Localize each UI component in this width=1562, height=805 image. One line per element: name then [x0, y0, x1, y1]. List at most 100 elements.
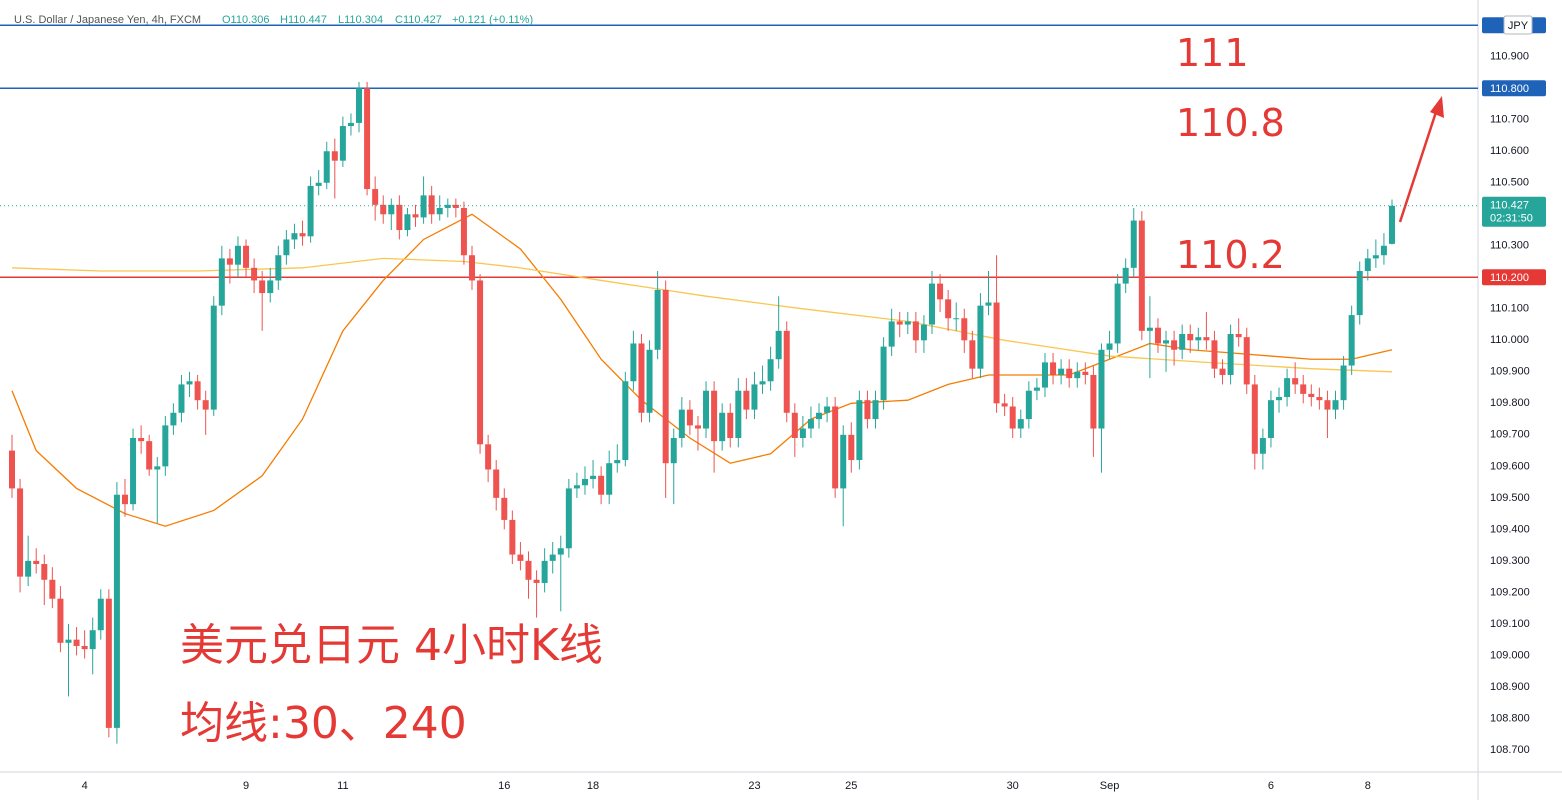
- candle-body: [331, 151, 338, 161]
- candle-body: [654, 289, 661, 350]
- x-tick-label: 8: [1365, 780, 1371, 792]
- y-tick-label: 109.400: [1490, 523, 1530, 535]
- candle-body: [436, 207, 443, 215]
- candle-body: [751, 384, 758, 410]
- ohlc-high: H110.447: [280, 14, 327, 26]
- candle-body: [339, 126, 346, 161]
- candle-body: [969, 340, 976, 369]
- candle-body: [420, 195, 427, 218]
- price-line-label: 110.200: [1490, 272, 1529, 284]
- candle-body: [719, 412, 726, 442]
- candle-body: [444, 204, 451, 208]
- candle-body: [1284, 378, 1291, 398]
- candle-body: [146, 441, 153, 470]
- candle-body: [1292, 378, 1299, 385]
- candle-body: [452, 204, 459, 208]
- ohlc-open: O110.306: [222, 14, 270, 26]
- candle-body: [210, 305, 217, 410]
- candle-body: [202, 400, 209, 410]
- x-tick-label: 6: [1268, 780, 1274, 792]
- candle-body: [573, 485, 580, 489]
- candle-body: [864, 400, 871, 420]
- candle-body: [1211, 340, 1218, 369]
- candle-body: [557, 548, 564, 555]
- candle-body: [493, 469, 500, 498]
- moving-average: [11, 257, 1393, 373]
- x-tick-label: 23: [748, 780, 760, 792]
- candle-body: [945, 299, 952, 319]
- candle-body: [646, 349, 653, 413]
- x-tick-label: 18: [587, 780, 599, 792]
- x-tick-label: 4: [82, 780, 88, 792]
- candle-body: [832, 406, 839, 489]
- y-tick-label: 108.700: [1490, 744, 1530, 756]
- candle-body: [622, 381, 629, 461]
- y-tick-label: 109.500: [1490, 492, 1530, 504]
- price-line-tag: [1482, 269, 1546, 286]
- candle-body: [501, 497, 508, 520]
- candle-body: [130, 437, 137, 505]
- candle-body: [113, 494, 120, 728]
- candle-body: [1203, 337, 1210, 341]
- x-tick-label: 30: [1007, 780, 1019, 792]
- candle-body: [65, 639, 72, 643]
- candle-body: [703, 390, 710, 429]
- candle-body: [743, 390, 750, 410]
- candle-body: [759, 381, 766, 385]
- candle-body: [315, 182, 322, 186]
- y-tick-label: 108.800: [1490, 712, 1530, 724]
- arrow: [1398, 111, 1438, 223]
- candle-body: [105, 598, 112, 728]
- candle-body: [509, 519, 516, 555]
- candle-body: [178, 384, 185, 413]
- y-tick-label: 110.300: [1490, 240, 1529, 252]
- candle-body: [1033, 387, 1040, 391]
- candle-body: [614, 460, 621, 464]
- candle-body: [1090, 374, 1097, 429]
- candle-body: [872, 400, 879, 420]
- candle-body: [485, 444, 492, 470]
- candle-body: [533, 579, 540, 583]
- y-tick-label: 109.300: [1490, 555, 1530, 567]
- candle-body: [404, 214, 411, 231]
- y-tick-label: 109.800: [1490, 397, 1530, 409]
- currency-badge: JPY: [1503, 15, 1533, 35]
- candle-body: [275, 255, 282, 281]
- candle-body: [807, 419, 814, 429]
- candle-body: [630, 343, 637, 382]
- candle-body: [686, 409, 693, 426]
- candle-body: [154, 466, 161, 470]
- candle-body: [1340, 365, 1347, 401]
- candle-body: [735, 390, 742, 438]
- candle-body: [57, 598, 64, 643]
- x-tick-label: 9: [243, 780, 249, 792]
- y-tick-label: 110.700: [1490, 114, 1529, 126]
- last-price-label: 110.427: [1490, 200, 1529, 212]
- candle-body: [840, 434, 847, 489]
- candle-body: [824, 406, 831, 413]
- candle-body: [541, 560, 548, 583]
- candle-body: [81, 645, 88, 650]
- candle-body: [9, 450, 15, 489]
- moving-average: [11, 213, 1393, 527]
- candle-body: [929, 283, 935, 325]
- candle-body: [1163, 340, 1170, 344]
- candle-body: [396, 204, 403, 231]
- y-tick-label: 109.000: [1490, 649, 1530, 661]
- candle-body: [590, 475, 597, 479]
- candle-body: [1243, 337, 1250, 385]
- y-tick-label: 110.000: [1490, 334, 1529, 346]
- candle-body: [347, 122, 354, 127]
- symbol: U.S. Dollar / Japanese Yen, 4h, FXCM: [14, 14, 201, 26]
- candle-body: [1251, 384, 1258, 454]
- candle-body: [234, 245, 241, 265]
- annotation: 美元兑日元 4小时K线: [180, 620, 603, 671]
- candle-body: [1308, 393, 1315, 398]
- annotation: 110.2: [1176, 233, 1285, 277]
- candle-body: [243, 245, 250, 268]
- candle-body: [525, 560, 532, 580]
- candle-body: [711, 390, 718, 442]
- candle-body: [33, 560, 40, 565]
- candle-body: [17, 488, 24, 577]
